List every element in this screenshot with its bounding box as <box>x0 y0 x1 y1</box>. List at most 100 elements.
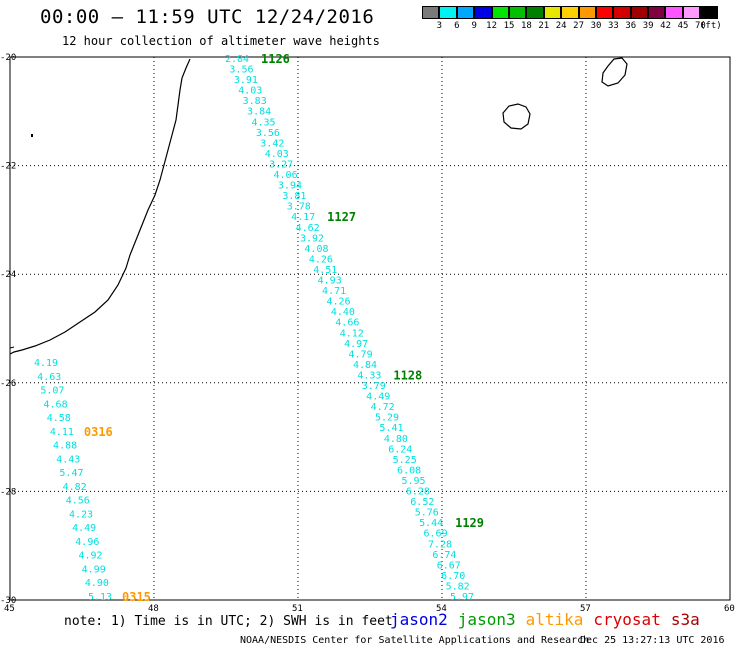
legend-labels: 3 6 9 12 15 18 21 24 27 30 33 36 39 42 45 70 (ft) <box>422 19 722 33</box>
swh-value: 3.83 <box>243 96 267 107</box>
swh-value: 4.99 <box>82 564 106 575</box>
swh-value: 5.25 <box>393 455 417 466</box>
swh-value: 3.78 <box>287 202 311 213</box>
legend-label: (ft) <box>699 21 722 31</box>
legend-swatch <box>682 6 701 19</box>
lon-tick-label: 60 <box>724 604 735 614</box>
swh-value: 6.74 <box>432 550 456 561</box>
swh-value: 4.26 <box>309 254 333 265</box>
legend-label: 9 <box>471 21 477 31</box>
swh-value: 5.82 <box>446 581 470 592</box>
lat-tick-label: -20 <box>0 53 16 63</box>
lat-tick-label: -24 <box>0 270 16 280</box>
legend-swatch <box>561 6 579 19</box>
swh-value: 3.56 <box>256 128 280 139</box>
swh-value: 4.08 <box>304 244 328 255</box>
pass-time-label: 0316 <box>84 425 113 439</box>
swh-value: 3.56 <box>229 65 253 76</box>
pass-time-label: 1127 <box>327 210 356 224</box>
lon-tick-label: 51 <box>292 604 303 614</box>
legend-swatch <box>526 6 544 19</box>
map-gridlines <box>10 57 730 600</box>
generation-timestamp: Dec 25 13:27:13 UTC 2016 <box>580 635 725 646</box>
swh-value: 6.70 <box>441 571 465 582</box>
swh-value: 4.51 <box>313 265 337 276</box>
swh-value: 3.84 <box>247 107 271 118</box>
swh-value: 4.17 <box>291 212 315 223</box>
legend-label: 30 <box>590 21 602 31</box>
swh-value: 4.11 <box>50 427 74 438</box>
legend-swatch <box>491 6 509 19</box>
swh-value: 4.84 <box>353 360 377 371</box>
jason3-track: 2.843.563.914.033.833.844.353.563.424.03… <box>225 52 484 603</box>
legend-swatch <box>439 6 457 19</box>
swh-value: 5.41 <box>379 423 403 434</box>
legend-label: 39 <box>642 21 654 31</box>
swh-value: 6.24 <box>388 444 412 455</box>
legend-swatch <box>665 6 683 19</box>
swh-value: 5.07 <box>40 386 64 397</box>
legend-label: 36 <box>625 21 637 31</box>
swh-value: 3.92 <box>300 233 324 244</box>
swh-value: 4.12 <box>340 328 364 339</box>
satellite-name: altika <box>525 610 584 629</box>
lat-tick-label: -28 <box>0 487 16 497</box>
lat-tick-label: -22 <box>0 162 16 172</box>
legend-swatch <box>648 6 666 19</box>
swh-value: 4.23 <box>69 509 93 520</box>
swh-value: 6.69 <box>424 529 448 540</box>
swh-value: 6.28 <box>406 487 430 498</box>
swh-value: 3.91 <box>234 75 258 86</box>
swh-value: 4.72 <box>371 402 395 413</box>
madagascar-coastline <box>9 58 191 355</box>
swh-value: 4.68 <box>44 399 68 410</box>
swh-value: 3.94 <box>278 181 302 192</box>
satellite-name: cryosat <box>593 610 661 629</box>
swh-value: 4.58 <box>47 413 71 424</box>
legend-swatch <box>474 6 492 19</box>
footer-note: note: 1) Time is in UTC; 2) SWH is in fe… <box>64 614 393 629</box>
swh-value: 4.33 <box>357 370 381 381</box>
legend-swatch <box>630 6 649 19</box>
swh-value: 4.06 <box>274 170 298 181</box>
legend-swatch <box>422 6 440 19</box>
lon-tick-label: 57 <box>580 604 591 614</box>
swh-value: 7.28 <box>428 539 452 550</box>
madagascar-coast-edge <box>9 346 15 349</box>
pass-time-label: 1128 <box>393 368 422 382</box>
swh-value: 4.40 <box>331 307 355 318</box>
swh-value: 5.29 <box>375 413 399 424</box>
swh-value: 6.08 <box>397 465 421 476</box>
lon-tick-label: 54 <box>436 604 447 614</box>
legend-swatch <box>613 6 631 19</box>
legend-swatch <box>578 6 596 19</box>
wave-height-legend: 3 6 9 12 15 18 21 24 27 30 33 36 39 42 45 70 (ft) <box>422 6 722 33</box>
satellite-key: jason2 jason3 altika cryosat s3a <box>390 610 710 629</box>
legend-label: 6 <box>454 21 460 31</box>
swh-value: 4.92 <box>78 551 102 562</box>
swh-value: 4.56 <box>66 496 90 507</box>
swh-value: 4.97 <box>344 339 368 350</box>
satellite-name: jason3 <box>457 610 516 629</box>
swh-value: 3.79 <box>362 381 386 392</box>
map-subtitle: 12 hour collection of altimeter wave hei… <box>62 34 380 48</box>
swh-value: 4.80 <box>384 434 408 445</box>
swh-value: 4.90 <box>85 578 109 589</box>
legend-swatch <box>508 6 527 19</box>
swh-value: 3.42 <box>260 138 284 149</box>
altika-track: 4.19 4.63 5.07 4.68 4.58 4.11 4.88 4.43 5.47 4.82… <box>34 358 151 604</box>
swh-value: 5.76 <box>415 508 439 519</box>
pass-time-label: 1126 <box>261 52 290 66</box>
swh-value: 6.67 <box>437 560 461 571</box>
swh-value: 2.84 <box>225 54 249 65</box>
pass-time-label: 0315 <box>122 590 151 604</box>
swh-value: 4.71 <box>322 286 346 297</box>
swh-value: 4.96 <box>75 537 99 548</box>
legend-label: 45 <box>677 21 689 31</box>
swh-value: 4.19 <box>34 358 58 369</box>
swh-value: 4.49 <box>72 523 96 534</box>
swh-value: 4.62 <box>296 223 320 234</box>
lat-tick-label: -30 <box>0 596 16 606</box>
swh-value: 5.47 <box>59 468 83 479</box>
lat-tick-label: -26 <box>0 379 16 389</box>
